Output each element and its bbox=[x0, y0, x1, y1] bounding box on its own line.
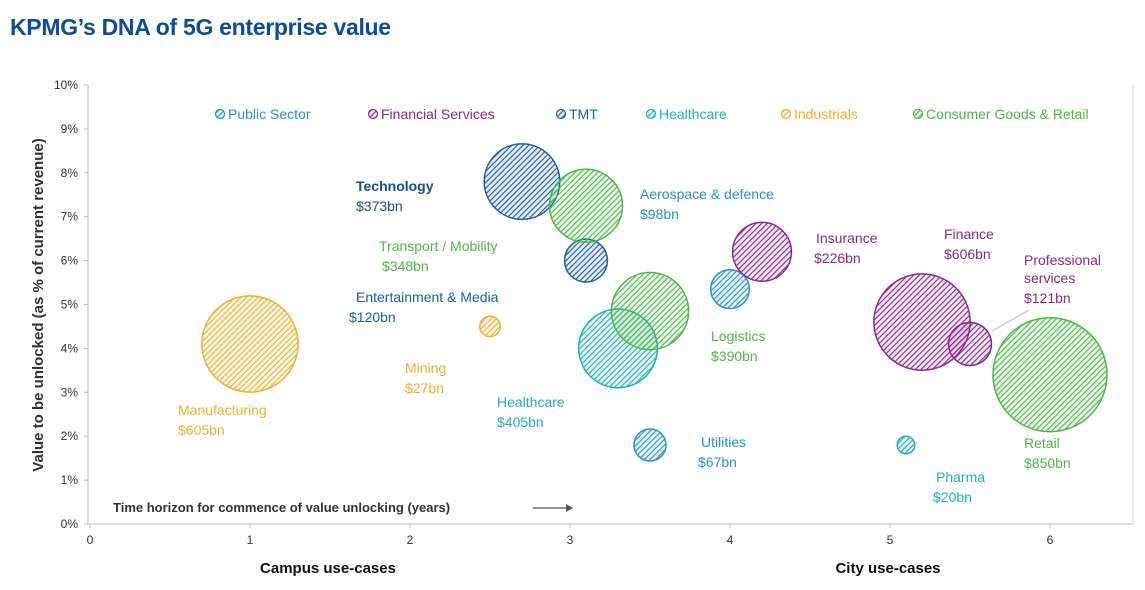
bubble-utilities bbox=[633, 428, 667, 462]
data-label-value: $120bn bbox=[349, 309, 396, 325]
y-tick-label: 1% bbox=[61, 473, 79, 487]
data-label-value: $390bn bbox=[711, 348, 758, 364]
y-axis-label: Value to be unlocked (as % of current re… bbox=[30, 138, 47, 471]
data-label-name: Technology bbox=[356, 178, 434, 194]
x-tick-label: 0 bbox=[87, 533, 94, 547]
legend-marker bbox=[214, 108, 226, 120]
x-tick-label: 2 bbox=[407, 533, 414, 547]
y-tick-label: 7% bbox=[61, 210, 79, 224]
legend-label: TMT bbox=[569, 106, 598, 122]
data-label-value: $606bn bbox=[944, 246, 991, 262]
data-label-value: $373bn bbox=[356, 198, 403, 214]
data-label-name: Mining bbox=[405, 360, 446, 376]
legend-marker bbox=[645, 108, 657, 120]
data-label-value: $405bn bbox=[497, 414, 544, 430]
data-label-name: Entertainment & Media bbox=[356, 289, 499, 305]
y-tick-label: 4% bbox=[61, 341, 79, 355]
bubble-logistics bbox=[610, 271, 690, 351]
data-label-name: Transport / Mobility bbox=[379, 238, 498, 254]
data-label-value: $121bn bbox=[1024, 290, 1071, 306]
y-tick-label: 9% bbox=[61, 122, 79, 136]
y-tick-label: 6% bbox=[61, 254, 79, 268]
data-label-name: Healthcare bbox=[497, 394, 565, 410]
data-label-name: Finance bbox=[944, 226, 994, 242]
y-tick-label: 5% bbox=[61, 298, 79, 312]
data-label-name: Retail bbox=[1024, 435, 1060, 451]
x-axis-label-campus: Campus use-cases bbox=[260, 560, 396, 577]
legend-marker bbox=[555, 108, 567, 120]
bubble-transport-mobility bbox=[548, 168, 624, 243]
bubble-entertainment-media bbox=[563, 238, 609, 283]
page-title: KPMG’s DNA of 5G enterprise value bbox=[10, 14, 391, 40]
data-label-value: $98bn bbox=[640, 206, 679, 222]
legend-label: Industrials bbox=[794, 106, 858, 122]
y-tick-label: 2% bbox=[61, 429, 79, 443]
data-label-value: $348bn bbox=[382, 258, 429, 274]
data-label-value: $850bn bbox=[1024, 455, 1071, 471]
x-axis-label-city: City use-cases bbox=[835, 560, 940, 577]
legend-marker bbox=[367, 108, 379, 120]
data-label-value: $226bn bbox=[814, 250, 861, 266]
bubble-pharma bbox=[896, 435, 916, 455]
data-label-name: Professional services bbox=[1024, 252, 1101, 286]
data-label-name: Aerospace & defence bbox=[640, 186, 774, 202]
y-tick-label: 10% bbox=[54, 78, 78, 92]
x-tick-label: 4 bbox=[727, 533, 734, 547]
x-tick-label: 3 bbox=[567, 533, 574, 547]
legend-label: Public Sector bbox=[228, 106, 311, 122]
x-tick-label: 6 bbox=[1047, 533, 1054, 547]
time-arrow-head bbox=[566, 504, 573, 512]
bubble-manufacturing bbox=[201, 295, 299, 393]
x-tick-label: 5 bbox=[887, 533, 894, 547]
data-label-value: $605bn bbox=[178, 422, 225, 438]
y-tick-label: 8% bbox=[61, 166, 79, 180]
legend-marker bbox=[780, 108, 792, 120]
legend-marker bbox=[912, 108, 924, 120]
bubble-mining bbox=[479, 315, 501, 338]
bubble-aerospace-defence bbox=[709, 269, 751, 310]
data-label-name: Logistics bbox=[711, 328, 765, 344]
data-label-value: $67bn bbox=[698, 454, 737, 470]
bubble-insurance bbox=[731, 221, 793, 282]
bubble-technology bbox=[483, 143, 561, 221]
professional-services-connector bbox=[991, 309, 1030, 332]
y-tick-label: 3% bbox=[61, 385, 79, 399]
data-label-name: Insurance bbox=[816, 230, 878, 246]
legend-label: Consumer Goods & Retail bbox=[926, 106, 1089, 122]
legend-label: Healthcare bbox=[659, 106, 727, 122]
data-label-name: Utilities bbox=[701, 434, 746, 450]
legend-label: Financial Services bbox=[381, 106, 495, 122]
bubble-retail bbox=[992, 316, 1108, 433]
bubble-professional-services bbox=[947, 321, 993, 367]
data-label-name: Manufacturing bbox=[178, 402, 267, 418]
x-tick-label: 1 bbox=[247, 533, 254, 547]
data-label-value: $20bn bbox=[933, 489, 972, 505]
y-tick-label: 0% bbox=[61, 517, 79, 531]
data-label-name: Pharma bbox=[936, 469, 985, 485]
data-label-value: $27bn bbox=[405, 380, 444, 396]
x-axis-annotation: Time horizon for commence of value unloc… bbox=[113, 500, 450, 515]
